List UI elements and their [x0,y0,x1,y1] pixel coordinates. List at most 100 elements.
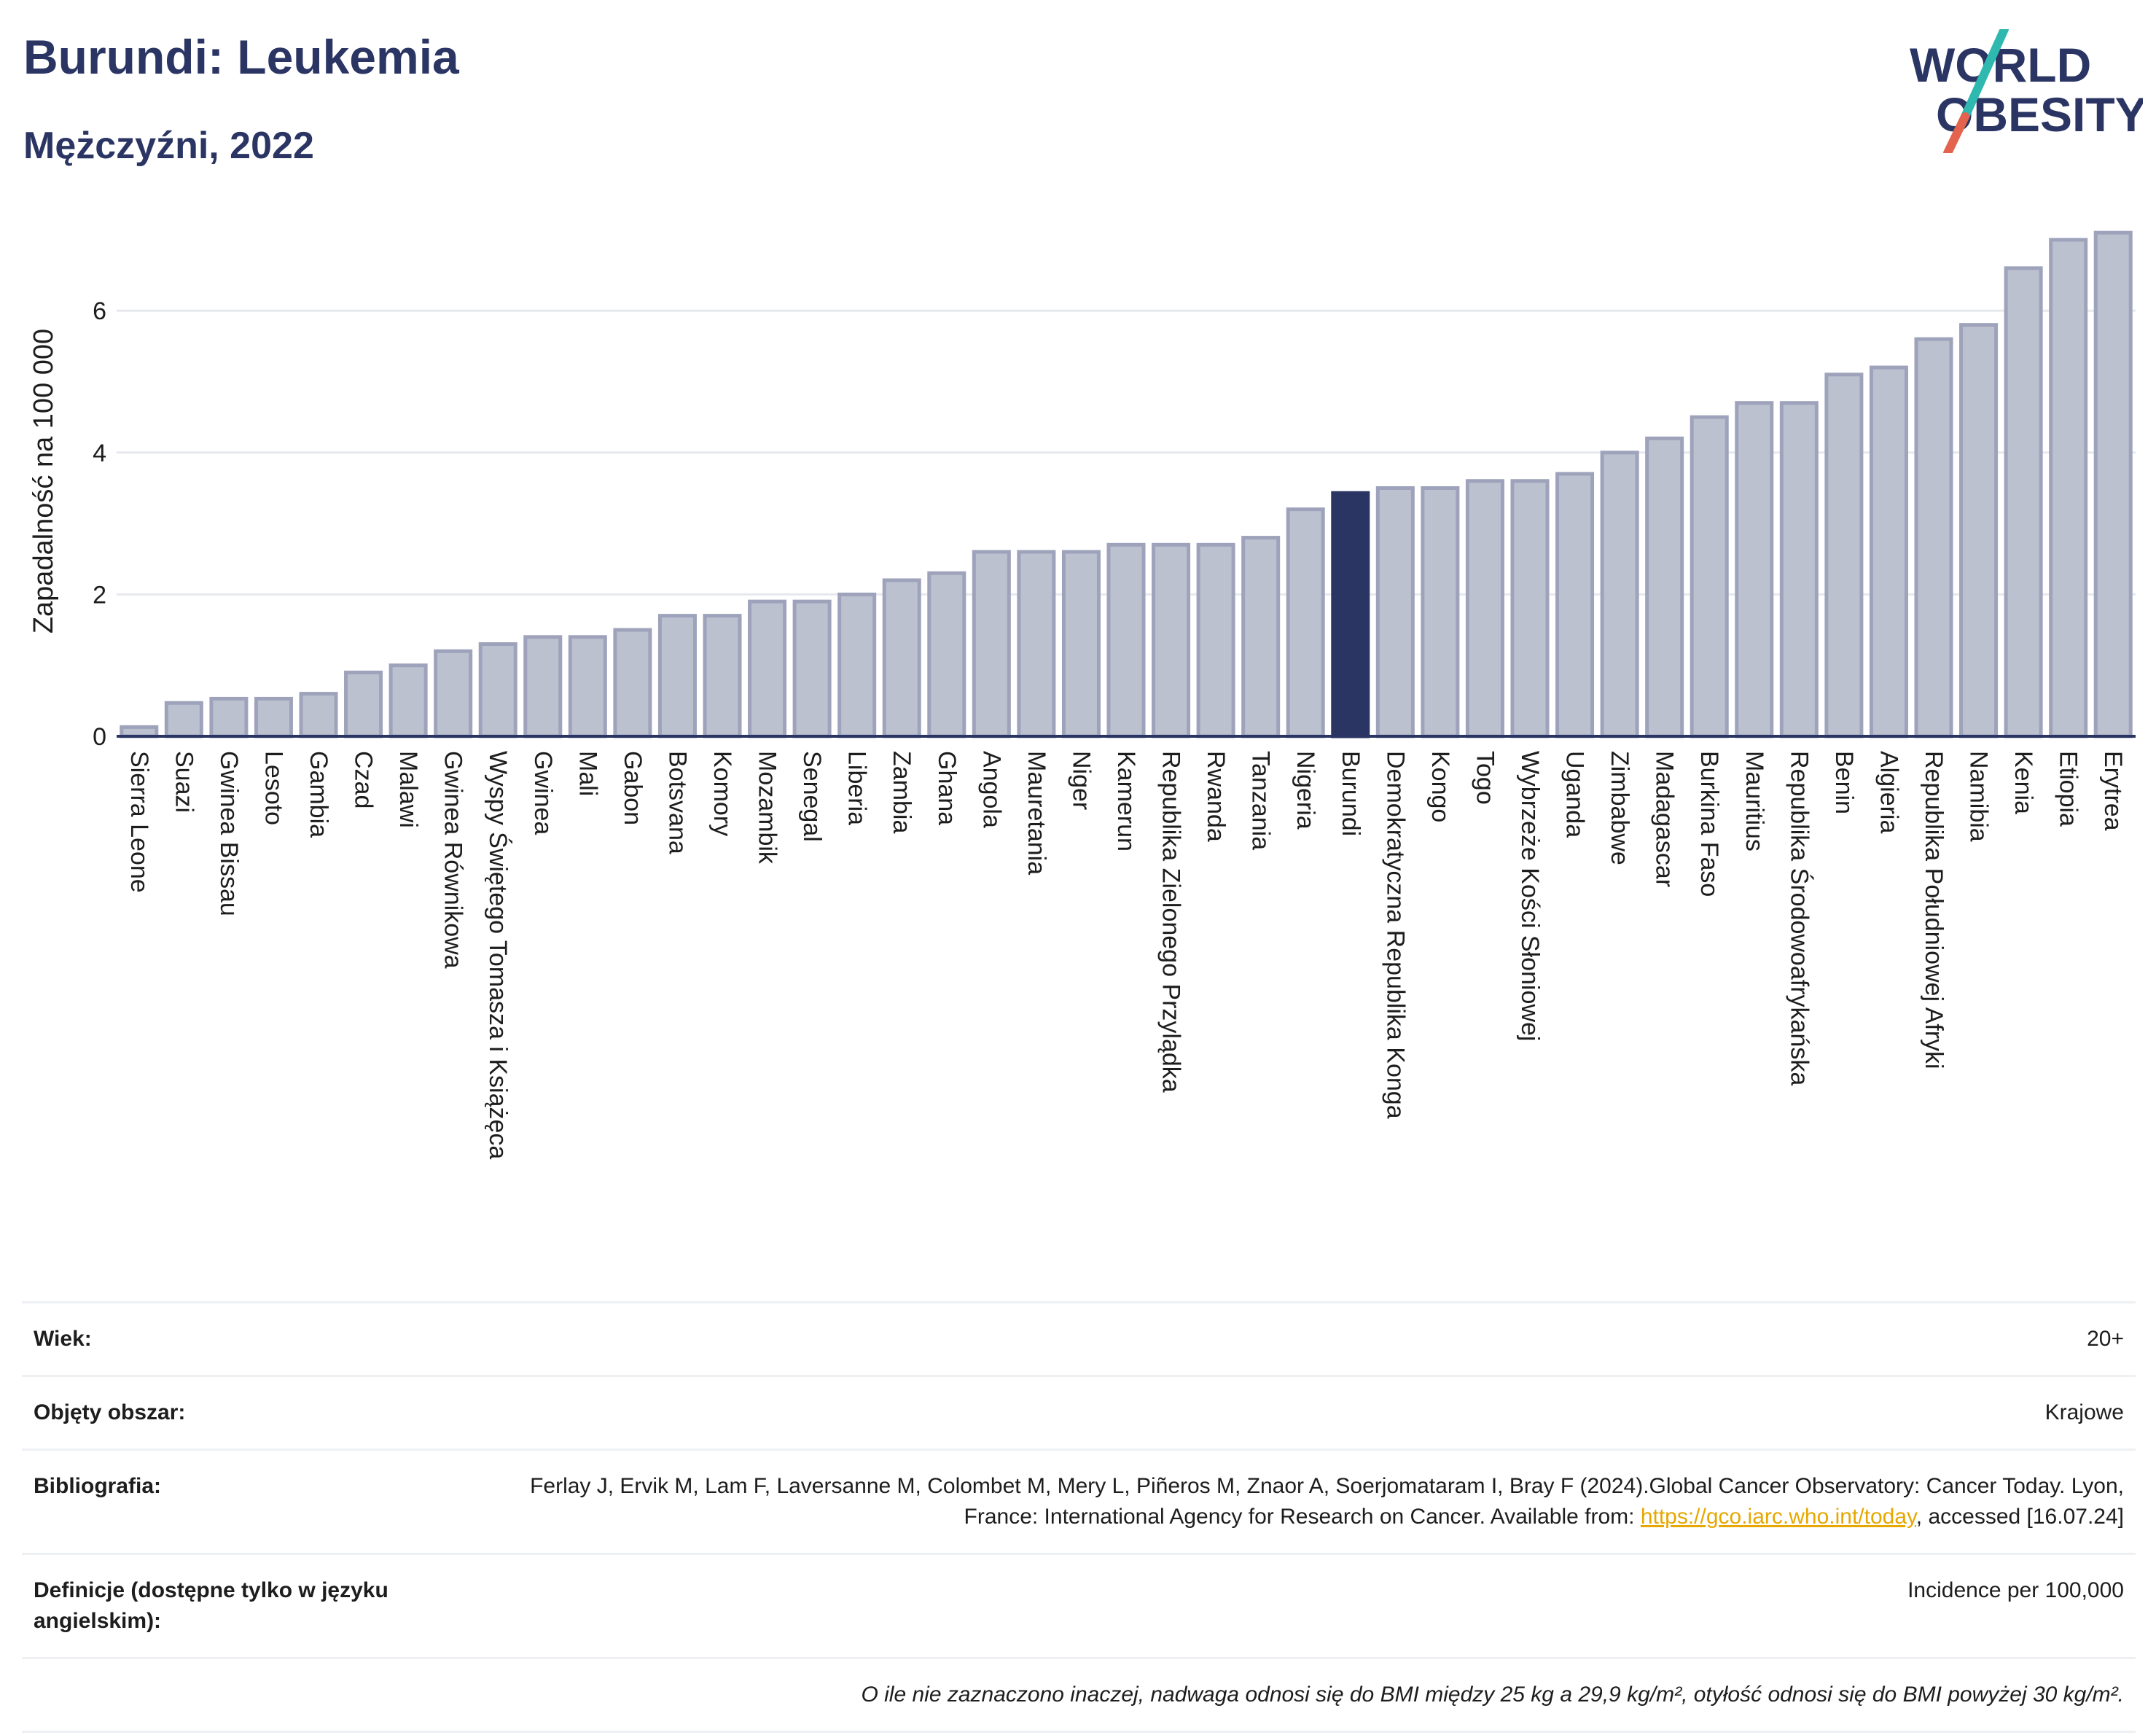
bar [1645,436,1684,738]
bar [344,670,383,738]
x-tick-label: Etiopia [2055,751,2082,827]
y-tick-label: 2 [93,581,106,609]
x-tick-label: Madagascar [1651,751,1679,887]
bar [927,571,966,738]
x-tick-label: Republika Południowej Afryki [1920,751,1948,1069]
meta-row-age: Wiek: 20+ [22,1301,2136,1375]
bar [434,649,473,738]
x-tick-label: Gwinea [529,751,557,835]
bibliography-link[interactable]: https://gco.iarc.who.int/today [1640,1505,1916,1529]
x-tick-label: Czad [350,751,378,808]
bar [657,614,697,738]
age-value: 20+ [2087,1327,2124,1351]
bar [1286,507,1325,738]
bar [1421,486,1460,738]
x-tick-label: Tanzania [1247,751,1275,850]
bibliography-value: Ferlay J, Ervik M, Lam F, Laversanne M, … [520,1471,2124,1532]
bar [2049,238,2088,738]
x-tick-label: Senegal [798,751,826,842]
y-tick-label: 0 [93,723,106,751]
x-tick-label: Gwinea Bissau [215,751,243,916]
bar [388,663,428,738]
x-tick-label: Wyspy Świętego Tomasza i Książęca [484,751,512,1159]
x-tick-label: Kenia [2009,751,2037,814]
footnote: O ile nie zaznaczono inaczej, nadwaga od… [861,1683,2124,1707]
bar [613,628,652,738]
y-tick-label: 4 [93,440,106,467]
page-subtitle: Mężczyźni, 2022 [23,125,314,167]
bibliography-label: Bibliografia: [34,1474,162,1498]
metadata-table: Wiek: 20+ Objęty obszar: Krajowe Bibliog… [22,1301,2136,1733]
bibliography-suffix: , accessed [16.07.24] [1915,1505,2124,1529]
x-tick-label: Mauretania [1023,751,1050,875]
x-tick-label: Gwinea Równikowa [440,751,467,969]
y-axis-title: Zapadalność na 100 000 [28,329,59,633]
bar [1017,550,1056,738]
bar [568,635,607,738]
x-tick-label: Lesoto [259,751,287,825]
x-tick-label: Sierra Leone [125,751,153,893]
bar [1106,542,1146,738]
meta-row-bibliography: Bibliografia: Ferlay J, Ervik M, Lam F, … [22,1449,2136,1553]
x-tick-label: Republika Zielonego Przylądka [1157,751,1185,1093]
age-label: Wiek: [34,1327,92,1351]
bar [1375,486,1415,738]
x-tick-label: Botsvana [663,751,691,854]
x-tick-label: Algieria [1875,751,1902,833]
x-tick-label: Ghana [933,751,961,825]
bar [1331,491,1370,738]
x-tick-label: Zimbabwe [1606,751,1633,865]
x-tick-label: Burkina Faso [1695,751,1723,897]
x-tick-label: Wybrzeże Kości Słoniowej [1516,751,1544,1041]
bar [209,696,249,738]
bar [703,614,742,738]
meta-row-coverage: Objęty obszar: Krajowe [22,1375,2136,1449]
x-tick-label: Erytrea [2099,751,2127,831]
bar [523,635,563,738]
bar [1914,337,1953,738]
bar [254,696,293,738]
bar [1465,479,1504,738]
x-tick-label: Kamerun [1112,751,1140,851]
page-title: Burundi: Leukemia [23,30,459,84]
bar [837,592,877,738]
bar [1779,401,1819,738]
x-tick-label: Suazi [170,751,198,813]
x-tick-label: Republika Środowoafrykańska [1785,751,1813,1085]
x-tick-label: Kongo [1426,751,1454,822]
bar [1510,479,1550,738]
bar [972,550,1011,738]
bar [1061,550,1101,738]
bar [1869,365,1908,738]
bar [1600,451,1639,738]
x-tick-label: Benin [1830,751,1858,814]
meta-row-definitions: Definicje (dostępne tylko w języku angie… [22,1553,2136,1657]
x-tick-label: Uganda [1561,751,1589,838]
leukemia-bar-chart: 0 2 4 6 Zapadalność na 100 000 Sierra Leone Su… [28,230,2136,1159]
x-tick-label: Gambia [305,751,332,838]
x-tick-label: Rwanda [1202,751,1230,842]
x-tick-label: Burundi [1337,751,1364,836]
x-tick-label: Demokratyczna Republika Konga [1381,751,1409,1119]
x-tick-label: Namibia [1965,751,1993,842]
bar [1241,536,1281,738]
definitions-label: Definicje (dostępne tylko w języku angie… [34,1578,388,1633]
bar [1735,401,1774,738]
y-tick-label: 6 [93,297,106,325]
x-tick-label: Komory [708,751,736,836]
world-obesity-logo: WORLD OBESITY [1910,29,2143,153]
x-tick-label: Angola [977,751,1005,828]
bibliography-text: Ferlay J, Ervik M, Lam F, Laversanne M, … [530,1474,2124,1529]
coverage-label: Objęty obszar: [34,1400,186,1424]
bar [299,692,338,738]
bar [1196,542,1235,738]
coverage-value: Krajowe [2044,1400,2124,1424]
x-tick-label: Malawi [394,751,422,828]
x-tick-label: Nigeria [1292,751,1319,830]
bar [792,599,832,738]
bar [1690,415,1729,738]
bar [1555,472,1595,738]
bar [748,599,787,738]
x-tick-label: Togo [1471,751,1499,805]
bar [1824,373,1864,738]
